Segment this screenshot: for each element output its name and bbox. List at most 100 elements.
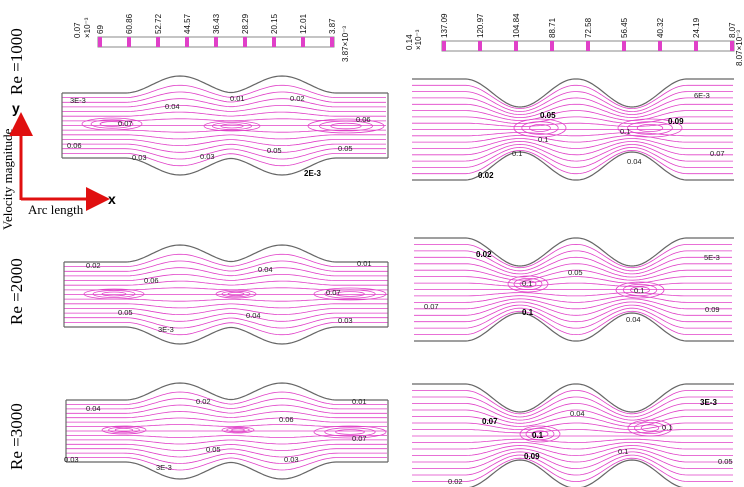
colorbar-tick-label: 137.09 bbox=[440, 13, 449, 38]
streamline bbox=[412, 451, 733, 469]
streamline bbox=[414, 263, 732, 278]
vortex-contour bbox=[529, 124, 551, 133]
vortex-contour bbox=[630, 286, 651, 294]
contour-label: 0.1 bbox=[522, 279, 532, 288]
colorbar-tick-label: 24.19 bbox=[692, 17, 701, 38]
row-label-re1000: Re =1000 bbox=[7, 28, 26, 95]
vortex-contour bbox=[521, 121, 559, 135]
colorbar-swatch bbox=[301, 37, 305, 47]
colorbar-tick-label: 40.32 bbox=[656, 17, 665, 38]
streamline bbox=[64, 312, 388, 322]
contour-label: 0.05 bbox=[118, 308, 133, 317]
streamline bbox=[62, 84, 386, 98]
contour-label: 0.03 bbox=[64, 455, 79, 464]
colorbar-tick-label: 88.71 bbox=[548, 17, 557, 38]
streamline bbox=[412, 429, 733, 434]
streamline bbox=[66, 398, 387, 410]
streamline-panel-p3000_left: 0.04 0.02 0.01 0.06 0.07 0.05 0.03 0.03 3E-3 bbox=[64, 382, 389, 480]
contour-label: 3E-3 bbox=[70, 96, 86, 105]
contour-label: 0.06 bbox=[67, 141, 82, 150]
colorbar-swatch bbox=[127, 37, 131, 47]
streamline bbox=[62, 139, 386, 146]
contour-label: 0.07 bbox=[352, 434, 367, 443]
contour-label: 0.04 bbox=[86, 404, 101, 413]
colorbar-tick-label: 104.84 bbox=[512, 13, 521, 38]
contour-label: 0.07 bbox=[118, 119, 133, 128]
colorbar-swatch bbox=[658, 41, 662, 51]
streamline bbox=[412, 442, 733, 450]
streamline bbox=[62, 143, 386, 153]
vortex-contour bbox=[90, 119, 134, 129]
colorbar-swatch bbox=[730, 41, 734, 51]
vortex-contour bbox=[324, 289, 376, 299]
vortex-contour bbox=[324, 427, 376, 437]
vortex-contour bbox=[335, 429, 365, 435]
vortex-contour bbox=[519, 425, 561, 443]
streamline bbox=[66, 411, 387, 419]
vortex-contour bbox=[99, 121, 125, 127]
streamline-panel-p2000_left: 0.02 0.04 0.01 0.06 0.07 0.05 0.04 0.03 3E-3 bbox=[63, 244, 389, 345]
contour-label: 0.02 bbox=[86, 261, 101, 270]
vortex-contour bbox=[531, 430, 549, 438]
upper-wall bbox=[412, 383, 734, 413]
colorbar-left: 0.07 ×10⁻³ 3.87×10⁻³ 69 60.86 52.72 44.57 36… bbox=[73, 13, 350, 62]
streamline bbox=[64, 322, 388, 336]
vortex-contour bbox=[513, 277, 543, 290]
contour-label: 0.07 bbox=[326, 288, 341, 297]
streamline bbox=[412, 110, 733, 121]
streamline bbox=[414, 304, 732, 323]
contour-label: 0.05 bbox=[568, 268, 583, 277]
contour-label: 0.1 bbox=[620, 127, 630, 136]
streamline bbox=[414, 256, 732, 275]
streamline bbox=[64, 260, 388, 272]
contour-label: 2E-3 bbox=[304, 169, 321, 178]
streamline bbox=[412, 438, 733, 443]
contour-label: 0.03 bbox=[132, 153, 147, 162]
streamline bbox=[62, 91, 386, 103]
vortex-contour bbox=[211, 122, 252, 130]
colorbar-right-exp: ×10⁻³ bbox=[414, 29, 423, 50]
lower-wall bbox=[64, 326, 388, 345]
colorbar-swatch bbox=[98, 37, 102, 47]
vortex-contour bbox=[622, 283, 658, 296]
contour-label: 0.07 bbox=[482, 417, 498, 426]
colorbar-left-exp: ×10⁻³ bbox=[83, 17, 92, 38]
contour-label: 3E-3 bbox=[700, 398, 717, 407]
vortex-contour bbox=[114, 427, 134, 432]
streamline bbox=[412, 149, 733, 175]
contour-label: 0.04 bbox=[165, 102, 180, 111]
vortex-contour bbox=[507, 275, 549, 293]
vortex-contour bbox=[313, 287, 387, 301]
streamline bbox=[64, 317, 388, 329]
streamline bbox=[412, 84, 733, 110]
colorbar-right: 0.14 ×10⁻³ 8.07×10⁻³ 137.09 120.97 104.84 8… bbox=[405, 13, 744, 66]
vortex-contour bbox=[640, 424, 660, 432]
streamline bbox=[412, 138, 733, 149]
colorbar-swatch bbox=[550, 41, 554, 51]
contour-label: 3E-3 bbox=[158, 325, 174, 334]
streamline bbox=[412, 448, 733, 463]
colorbar-swatch bbox=[214, 37, 218, 47]
contour-label: 3E-3 bbox=[156, 463, 172, 472]
contour-label: 0.01 bbox=[357, 259, 372, 268]
colorbar-swatch bbox=[478, 41, 482, 51]
colorbar-tick-label: 44.57 bbox=[183, 13, 192, 34]
colorbar-tick-label: 36.43 bbox=[212, 13, 221, 34]
streamline bbox=[412, 116, 733, 124]
colorbar-swatch bbox=[694, 41, 698, 51]
vortex-contour bbox=[101, 425, 147, 435]
streamline bbox=[66, 443, 387, 451]
streamline bbox=[62, 98, 386, 108]
colorbar-tick-label: 60.86 bbox=[125, 13, 134, 34]
vortex-contour bbox=[307, 118, 385, 134]
vortex-contour bbox=[513, 118, 567, 138]
contour-label: 0.03 bbox=[284, 455, 299, 464]
streamline bbox=[412, 445, 733, 456]
colorbar-right-min: 0.14 bbox=[405, 34, 414, 50]
vortex-contour bbox=[627, 419, 673, 437]
vortex-contour bbox=[318, 120, 373, 132]
streamline bbox=[412, 396, 733, 418]
streamline bbox=[414, 298, 732, 310]
contour-label: 0.09 bbox=[705, 305, 720, 314]
contour-label: 5E-3 bbox=[704, 253, 720, 262]
